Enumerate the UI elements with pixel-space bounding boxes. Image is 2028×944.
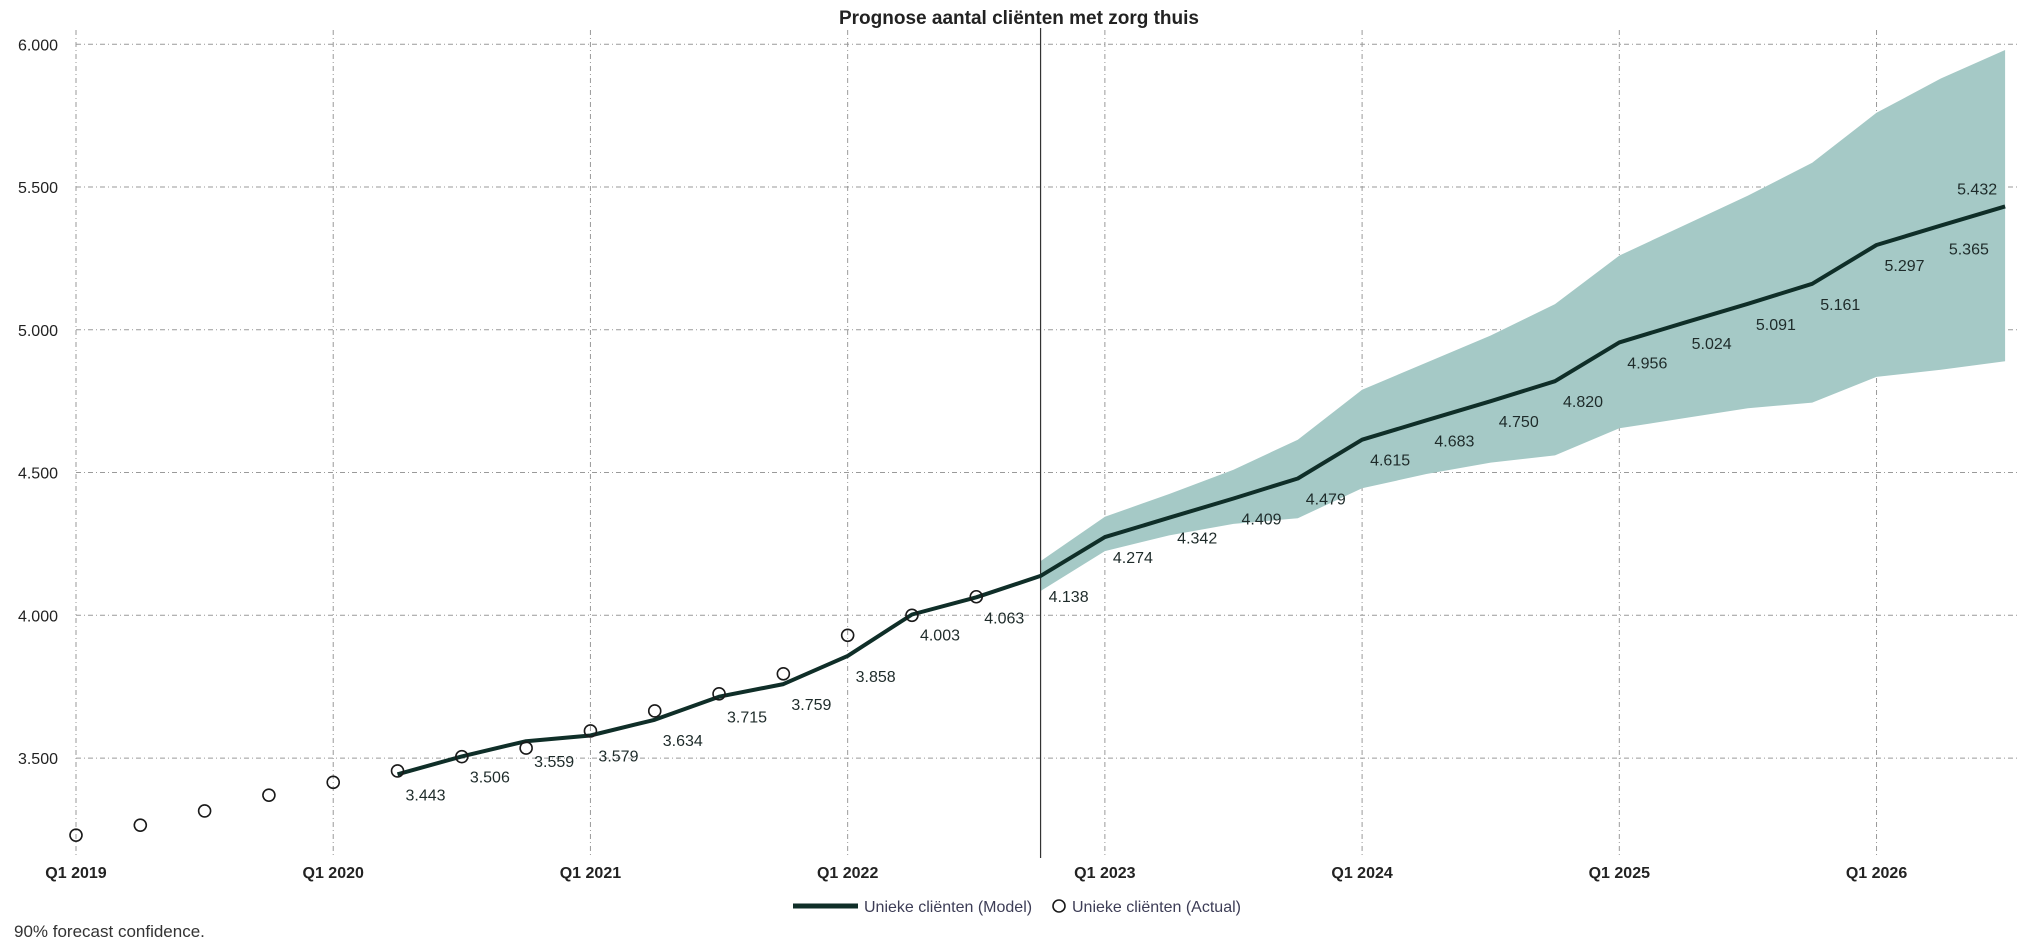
x-tick-label: Q1 2024 [1331, 865, 1392, 882]
data-label: 3.634 [663, 733, 703, 750]
legend-swatch-actual [1052, 899, 1066, 913]
actual-marker [583, 724, 598, 738]
y-tick-label: 5.500 [18, 180, 58, 197]
data-label: 3.559 [534, 754, 574, 771]
confidence-band-area [1040, 50, 2006, 591]
actual-marker [840, 628, 855, 643]
x-tick-label: Q1 2020 [303, 865, 364, 882]
data-label: 4.409 [1241, 512, 1281, 529]
x-tick-label: Q1 2021 [560, 865, 621, 882]
data-label: 4.138 [1049, 589, 1089, 606]
grid [75, 30, 2018, 858]
x-tick-label: Q1 2022 [817, 865, 878, 882]
legend-label-actual: Unieke cliënten (Actual) [1072, 899, 1241, 916]
x-tick-label: Q1 2023 [1074, 865, 1135, 882]
y-tick-label: 4.000 [18, 608, 58, 625]
data-label: 4.615 [1370, 453, 1410, 470]
data-label: 4.342 [1177, 531, 1217, 548]
x-tick-label: Q1 2019 [45, 865, 106, 882]
actual-marker [69, 828, 83, 842]
data-labels: 3.443 3.506 3.559 3.579 3.634 3.715 3.759 3.858… [406, 181, 1998, 804]
legend: Unieke cliënten (Model) Unieke cliënten … [793, 899, 1241, 916]
actual-marker [519, 741, 533, 755]
x-tick-label: Q1 2025 [1589, 865, 1650, 882]
data-label: 3.579 [598, 749, 638, 766]
data-label: 3.759 [791, 697, 831, 714]
actual-marker [905, 608, 919, 623]
data-label: 5.297 [1885, 258, 1925, 275]
y-tick-label: 5.000 [18, 323, 58, 340]
data-label: 4.750 [1499, 414, 1539, 431]
data-label: 5.365 [1949, 242, 1989, 259]
data-label: 4.683 [1434, 433, 1474, 450]
actual-marker [133, 818, 148, 832]
actual-marker [969, 589, 984, 604]
actual-marker [647, 704, 662, 718]
actual-marker [262, 788, 276, 802]
data-label: 5.024 [1692, 336, 1732, 353]
data-label: 4.956 [1627, 355, 1667, 372]
y-tick-label: 3.500 [18, 751, 58, 768]
y-tick-label: 6.000 [18, 37, 58, 54]
y-axis-ticks: 3.500 4.000 4.500 5.000 5.500 6.000 [18, 37, 58, 768]
data-label: 3.506 [470, 769, 510, 786]
actual-marker [326, 775, 341, 790]
footnote: 90% forecast confidence. [14, 922, 205, 941]
data-label: 5.432 [1957, 181, 1997, 198]
series-line-model [396, 204, 2006, 777]
chart-title: Prognose aantal cliënten met zorg thuis [839, 8, 1199, 29]
actual-marker [455, 749, 469, 764]
data-label: 4.063 [984, 610, 1024, 627]
data-label: 5.091 [1756, 317, 1796, 334]
actual-marker [197, 804, 212, 818]
data-label: 5.161 [1820, 297, 1860, 314]
x-tick-label: Q1 2026 [1846, 865, 1907, 882]
data-label: 3.443 [406, 787, 446, 804]
actual-marker [776, 667, 791, 681]
actual-marker [712, 687, 726, 701]
confidence-band [1040, 50, 2006, 591]
data-label: 4.479 [1306, 492, 1346, 509]
series-layer [69, 204, 2006, 842]
y-tick-label: 4.500 [18, 466, 58, 483]
data-label: 3.715 [727, 710, 767, 727]
data-label: 3.858 [856, 669, 896, 686]
data-label: 4.274 [1113, 550, 1153, 567]
data-label: 4.820 [1563, 394, 1603, 411]
actual-marker [390, 764, 405, 778]
data-label: 4.003 [920, 627, 960, 644]
x-axis-ticks: Q1 2019 Q1 2020 Q1 2021 Q1 2022 Q1 2023 Q1 20… [45, 865, 1907, 882]
legend-label-model: Unieke cliënten (Model) [864, 899, 1032, 916]
